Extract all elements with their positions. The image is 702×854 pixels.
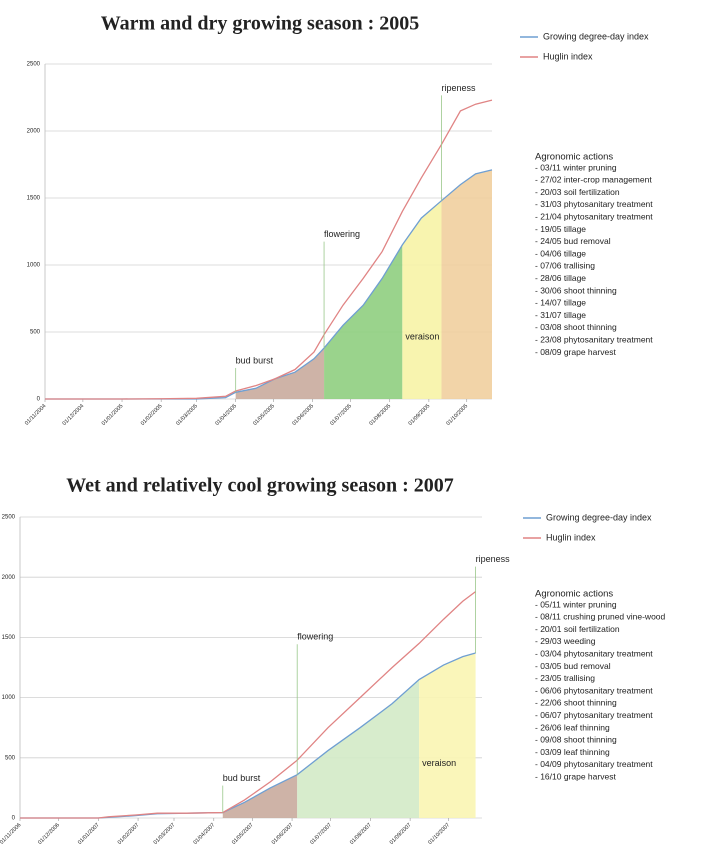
y-tick-label: 500 [30, 330, 41, 336]
phase-label: ripeness [476, 554, 511, 564]
x-tick-label: 01/11/2004 [24, 403, 47, 426]
action-item: - 22/06 shoot thinning [535, 698, 617, 708]
y-tick-label: 1000 [2, 695, 16, 701]
y-tick-label: 500 [5, 755, 16, 761]
legend-label: Huglin index [543, 51, 593, 61]
legend-label: Growing degree-day index [546, 512, 652, 522]
chart-title: Wet and relatively cool growing season :… [66, 475, 454, 497]
action-item: - 08/09 grape harvest [535, 347, 616, 357]
action-item: - 20/01 soil fertilization [535, 624, 620, 634]
x-tick-label: 01/12/2004 [62, 403, 86, 427]
action-item: - 08/11 crushing pruned vine-wood [535, 612, 666, 622]
x-tick-label: 01/10/2007 [427, 822, 451, 846]
y-tick-label: 2000 [27, 129, 41, 135]
phase-area [297, 679, 420, 818]
action-item: - 28/06 tillage [535, 273, 586, 283]
action-item: - 03/04 phytosanitary treatment [535, 648, 653, 658]
action-item: - 03/05 bud removal [535, 661, 611, 671]
y-tick-label: 1500 [2, 635, 16, 641]
phase-area [324, 244, 403, 399]
phase-area [222, 774, 298, 818]
legend-label: Growing degree-day index [543, 31, 649, 41]
action-item: - 16/10 grape harvest [535, 771, 616, 781]
y-tick-label: 2000 [2, 575, 16, 581]
action-item: - 03/11 winter pruning [535, 162, 617, 172]
x-tick-label: 01/07/2005 [329, 403, 353, 427]
action-item: - 14/07 tillage [535, 298, 586, 308]
x-tick-label: 01/06/2005 [291, 403, 315, 427]
phase-area [419, 653, 476, 818]
action-item: - 24/05 bud removal [535, 236, 611, 246]
x-tick-label: 01/03/2005 [175, 403, 199, 427]
action-item: - 23/05 trallising [535, 673, 595, 683]
y-tick-label: 1000 [27, 263, 41, 269]
action-item: - 04/09 phytosanitary treatment [535, 759, 653, 769]
phase-label: bud burst [223, 773, 261, 783]
actions-title: Agronomic actions [535, 152, 613, 163]
x-tick-label: 01/08/2005 [368, 403, 392, 427]
action-item: - 03/09 leaf thinning [535, 747, 610, 757]
action-item: - 19/05 tillage [535, 224, 586, 234]
action-item: - 06/06 phytosanitary treatment [535, 685, 653, 695]
action-item: - 20/03 soil fertilization [535, 187, 620, 197]
x-tick-label: 01/07/2007 [309, 822, 333, 846]
action-item: - 26/06 leaf thinning [535, 722, 610, 732]
action-item: - 03/08 shoot thinning [535, 322, 617, 332]
phase-label: flowering [324, 229, 360, 239]
x-tick-label: 01/01/2005 [101, 403, 125, 427]
actions-title: Agronomic actions [535, 589, 613, 600]
action-item: - 31/07 tillage [535, 310, 586, 320]
action-item: - 30/06 shoot thinning [535, 285, 617, 295]
action-item: - 04/06 tillage [535, 248, 586, 258]
phase-area [441, 169, 492, 399]
action-item: - 05/11 winter pruning [535, 599, 617, 609]
action-item: - 27/02 inter-crop management [535, 175, 652, 185]
action-item: - 29/03 weeding [535, 636, 596, 646]
x-tick-label: 01/08/2007 [349, 822, 373, 846]
phase-area [402, 200, 442, 399]
action-item: - 06/07 phytosanitary treatment [535, 710, 653, 720]
series-line [45, 99, 493, 400]
phase-label: flowering [297, 632, 333, 642]
action-item: - 23/08 phytosanitary treatment [535, 334, 653, 344]
x-tick-label: 01/02/2007 [117, 822, 141, 846]
series-line [20, 591, 476, 819]
x-tick-label: 01/09/2007 [389, 822, 413, 846]
y-tick-label: 2500 [2, 515, 16, 521]
x-tick-label: 01/10/2005 [445, 403, 469, 427]
action-item: - 21/04 phytosanitary treatment [535, 211, 653, 221]
action-item: - 09/08 shoot thinning [535, 735, 617, 745]
x-tick-label: 01/02/2005 [140, 403, 164, 427]
y-tick-label: 0 [12, 816, 16, 822]
legend-label: Huglin index [546, 532, 596, 542]
x-tick-label: 01/09/2005 [408, 403, 432, 427]
x-tick-label: 01/05/2007 [231, 822, 255, 846]
x-tick-label: 01/04/2005 [214, 403, 238, 427]
y-tick-label: 0 [37, 397, 41, 403]
phase-label: bud burst [236, 355, 274, 365]
x-tick-label: 01/11/2006 [0, 822, 22, 845]
x-tick-label: 01/03/2007 [153, 822, 177, 846]
phase-area [235, 348, 325, 399]
x-tick-label: 01/05/2005 [252, 403, 276, 427]
phase-label: veraison [422, 758, 456, 768]
x-tick-label: 01/12/2006 [37, 822, 61, 846]
action-item: - 31/03 phytosanitary treatment [535, 199, 653, 209]
action-item: - 07/06 trallising [535, 261, 595, 271]
y-tick-label: 2500 [27, 62, 41, 68]
x-tick-label: 01/04/2007 [193, 822, 217, 846]
phase-label: ripeness [441, 83, 476, 93]
x-tick-label: 01/01/2007 [77, 822, 101, 846]
chart-title: Warm and dry growing season : 2005 [101, 13, 420, 35]
phase-label: veraison [405, 331, 439, 341]
x-tick-label: 01/06/2007 [271, 822, 295, 846]
y-tick-label: 1500 [27, 196, 41, 202]
